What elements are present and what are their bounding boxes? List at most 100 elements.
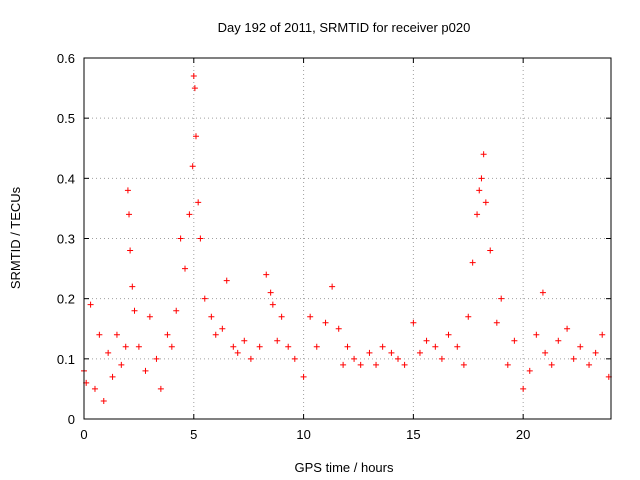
x-tick-label: 0	[80, 427, 87, 442]
data-point	[487, 247, 494, 254]
data-point	[410, 319, 417, 326]
y-tick-label: 0.6	[57, 51, 75, 66]
data-point	[432, 343, 439, 350]
data-point	[212, 331, 219, 338]
data-point	[577, 343, 584, 350]
data-point	[476, 187, 483, 194]
x-tick-label: 10	[296, 427, 310, 442]
data-point	[263, 271, 270, 278]
data-point	[533, 331, 540, 338]
y-tick-label: 0.4	[57, 171, 75, 186]
data-point	[340, 361, 347, 368]
data-point	[401, 361, 408, 368]
data-point	[127, 247, 134, 254]
data-point	[208, 313, 215, 320]
data-point	[192, 133, 199, 140]
ticks: 0 5 10 15 20 0 0.1 0.2 0.3 0.4 0.5 0.6	[57, 51, 611, 442]
data-point	[100, 397, 107, 404]
y-tick-label: 0.2	[57, 292, 75, 307]
data-point	[511, 337, 518, 344]
data-point	[189, 163, 196, 170]
grid	[84, 58, 611, 419]
data-point	[197, 235, 204, 242]
data-point	[191, 85, 198, 92]
data-point	[274, 337, 281, 344]
data-point	[247, 355, 254, 362]
data-point	[131, 307, 138, 314]
data-points	[81, 73, 612, 404]
data-point	[129, 283, 136, 290]
data-point	[460, 361, 467, 368]
data-point	[195, 199, 202, 206]
data-point	[599, 331, 606, 338]
data-point	[379, 343, 386, 350]
x-tick-label: 20	[516, 427, 530, 442]
data-point	[269, 301, 276, 308]
data-point	[164, 331, 171, 338]
data-point	[124, 187, 131, 194]
data-point	[105, 349, 112, 356]
data-point	[498, 295, 505, 302]
data-point	[539, 289, 546, 296]
data-point	[555, 337, 562, 344]
data-point	[366, 349, 373, 356]
data-point	[177, 235, 184, 242]
data-point	[465, 313, 472, 320]
data-point	[474, 211, 481, 218]
data-point	[542, 349, 549, 356]
data-point	[173, 307, 180, 314]
data-point	[493, 319, 500, 326]
chart-title: Day 192 of 2011, SRMTID for receiver p02…	[218, 20, 471, 35]
data-point	[480, 151, 487, 158]
data-point	[168, 343, 175, 350]
data-point	[322, 319, 329, 326]
data-point	[423, 337, 430, 344]
data-point	[91, 385, 98, 392]
data-point	[278, 313, 285, 320]
data-point	[122, 343, 129, 350]
plot-frame	[83, 57, 612, 420]
data-point	[219, 325, 226, 332]
x-tick-label: 15	[406, 427, 420, 442]
data-point	[548, 361, 555, 368]
data-point	[454, 343, 461, 350]
data-point	[351, 355, 358, 362]
data-point	[182, 265, 189, 272]
data-point	[307, 313, 314, 320]
data-point	[267, 289, 274, 296]
data-point	[142, 367, 149, 374]
data-point	[190, 73, 197, 80]
data-point	[113, 331, 120, 338]
data-point	[478, 175, 485, 182]
data-point	[126, 211, 133, 218]
data-point	[357, 361, 364, 368]
data-point	[388, 349, 395, 356]
data-point	[201, 295, 208, 302]
data-point	[157, 385, 164, 392]
data-point	[586, 361, 593, 368]
data-point	[438, 355, 445, 362]
data-point	[223, 277, 230, 284]
data-point	[153, 355, 160, 362]
data-point	[146, 313, 153, 320]
y-tick-label: 0.3	[57, 232, 75, 247]
data-point	[313, 343, 320, 350]
data-point	[373, 361, 380, 368]
data-point	[300, 373, 307, 380]
data-point	[291, 355, 298, 362]
data-point	[592, 349, 599, 356]
data-point	[87, 301, 94, 308]
y-axis-label: SRMTID / TECUs	[8, 186, 23, 289]
data-point	[230, 343, 237, 350]
data-point	[395, 355, 402, 362]
data-point	[135, 343, 142, 350]
data-point	[256, 343, 263, 350]
data-point	[241, 337, 248, 344]
data-point	[96, 331, 103, 338]
y-tick-label: 0.1	[57, 352, 75, 367]
y-tick-label: 0	[68, 412, 75, 427]
data-point	[570, 355, 577, 362]
data-point	[526, 367, 533, 374]
data-point	[186, 211, 193, 218]
